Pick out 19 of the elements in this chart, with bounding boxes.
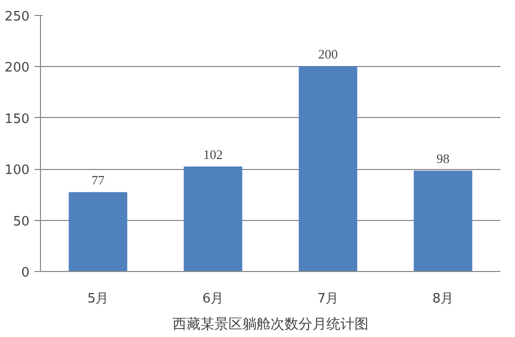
data-label: 200 bbox=[318, 46, 338, 62]
bar bbox=[298, 66, 358, 272]
y-tick-label: 100 bbox=[4, 163, 30, 178]
bar bbox=[414, 170, 472, 272]
y-tick-label: 50 bbox=[12, 214, 30, 230]
x-tick-label: 5月 bbox=[87, 292, 109, 306]
bar bbox=[184, 166, 242, 272]
x-tick-label: 7月 bbox=[317, 292, 339, 306]
bar bbox=[68, 192, 128, 272]
data-label: 102 bbox=[203, 147, 223, 162]
text: 西藏某景区躺舱次数分月统计图 bbox=[172, 316, 368, 332]
y-tick-label: 250 bbox=[4, 10, 30, 24]
y-tick-label: 0 bbox=[21, 266, 30, 280]
y-tick-label: 150 bbox=[4, 112, 30, 127]
data-label: 77 bbox=[92, 172, 105, 188]
y-tick-label: 200 bbox=[4, 60, 30, 76]
x-tick-label: 6月 bbox=[202, 292, 224, 306]
x-tick-label: 8月 bbox=[432, 292, 454, 306]
data-label: 98 bbox=[436, 151, 450, 166]
